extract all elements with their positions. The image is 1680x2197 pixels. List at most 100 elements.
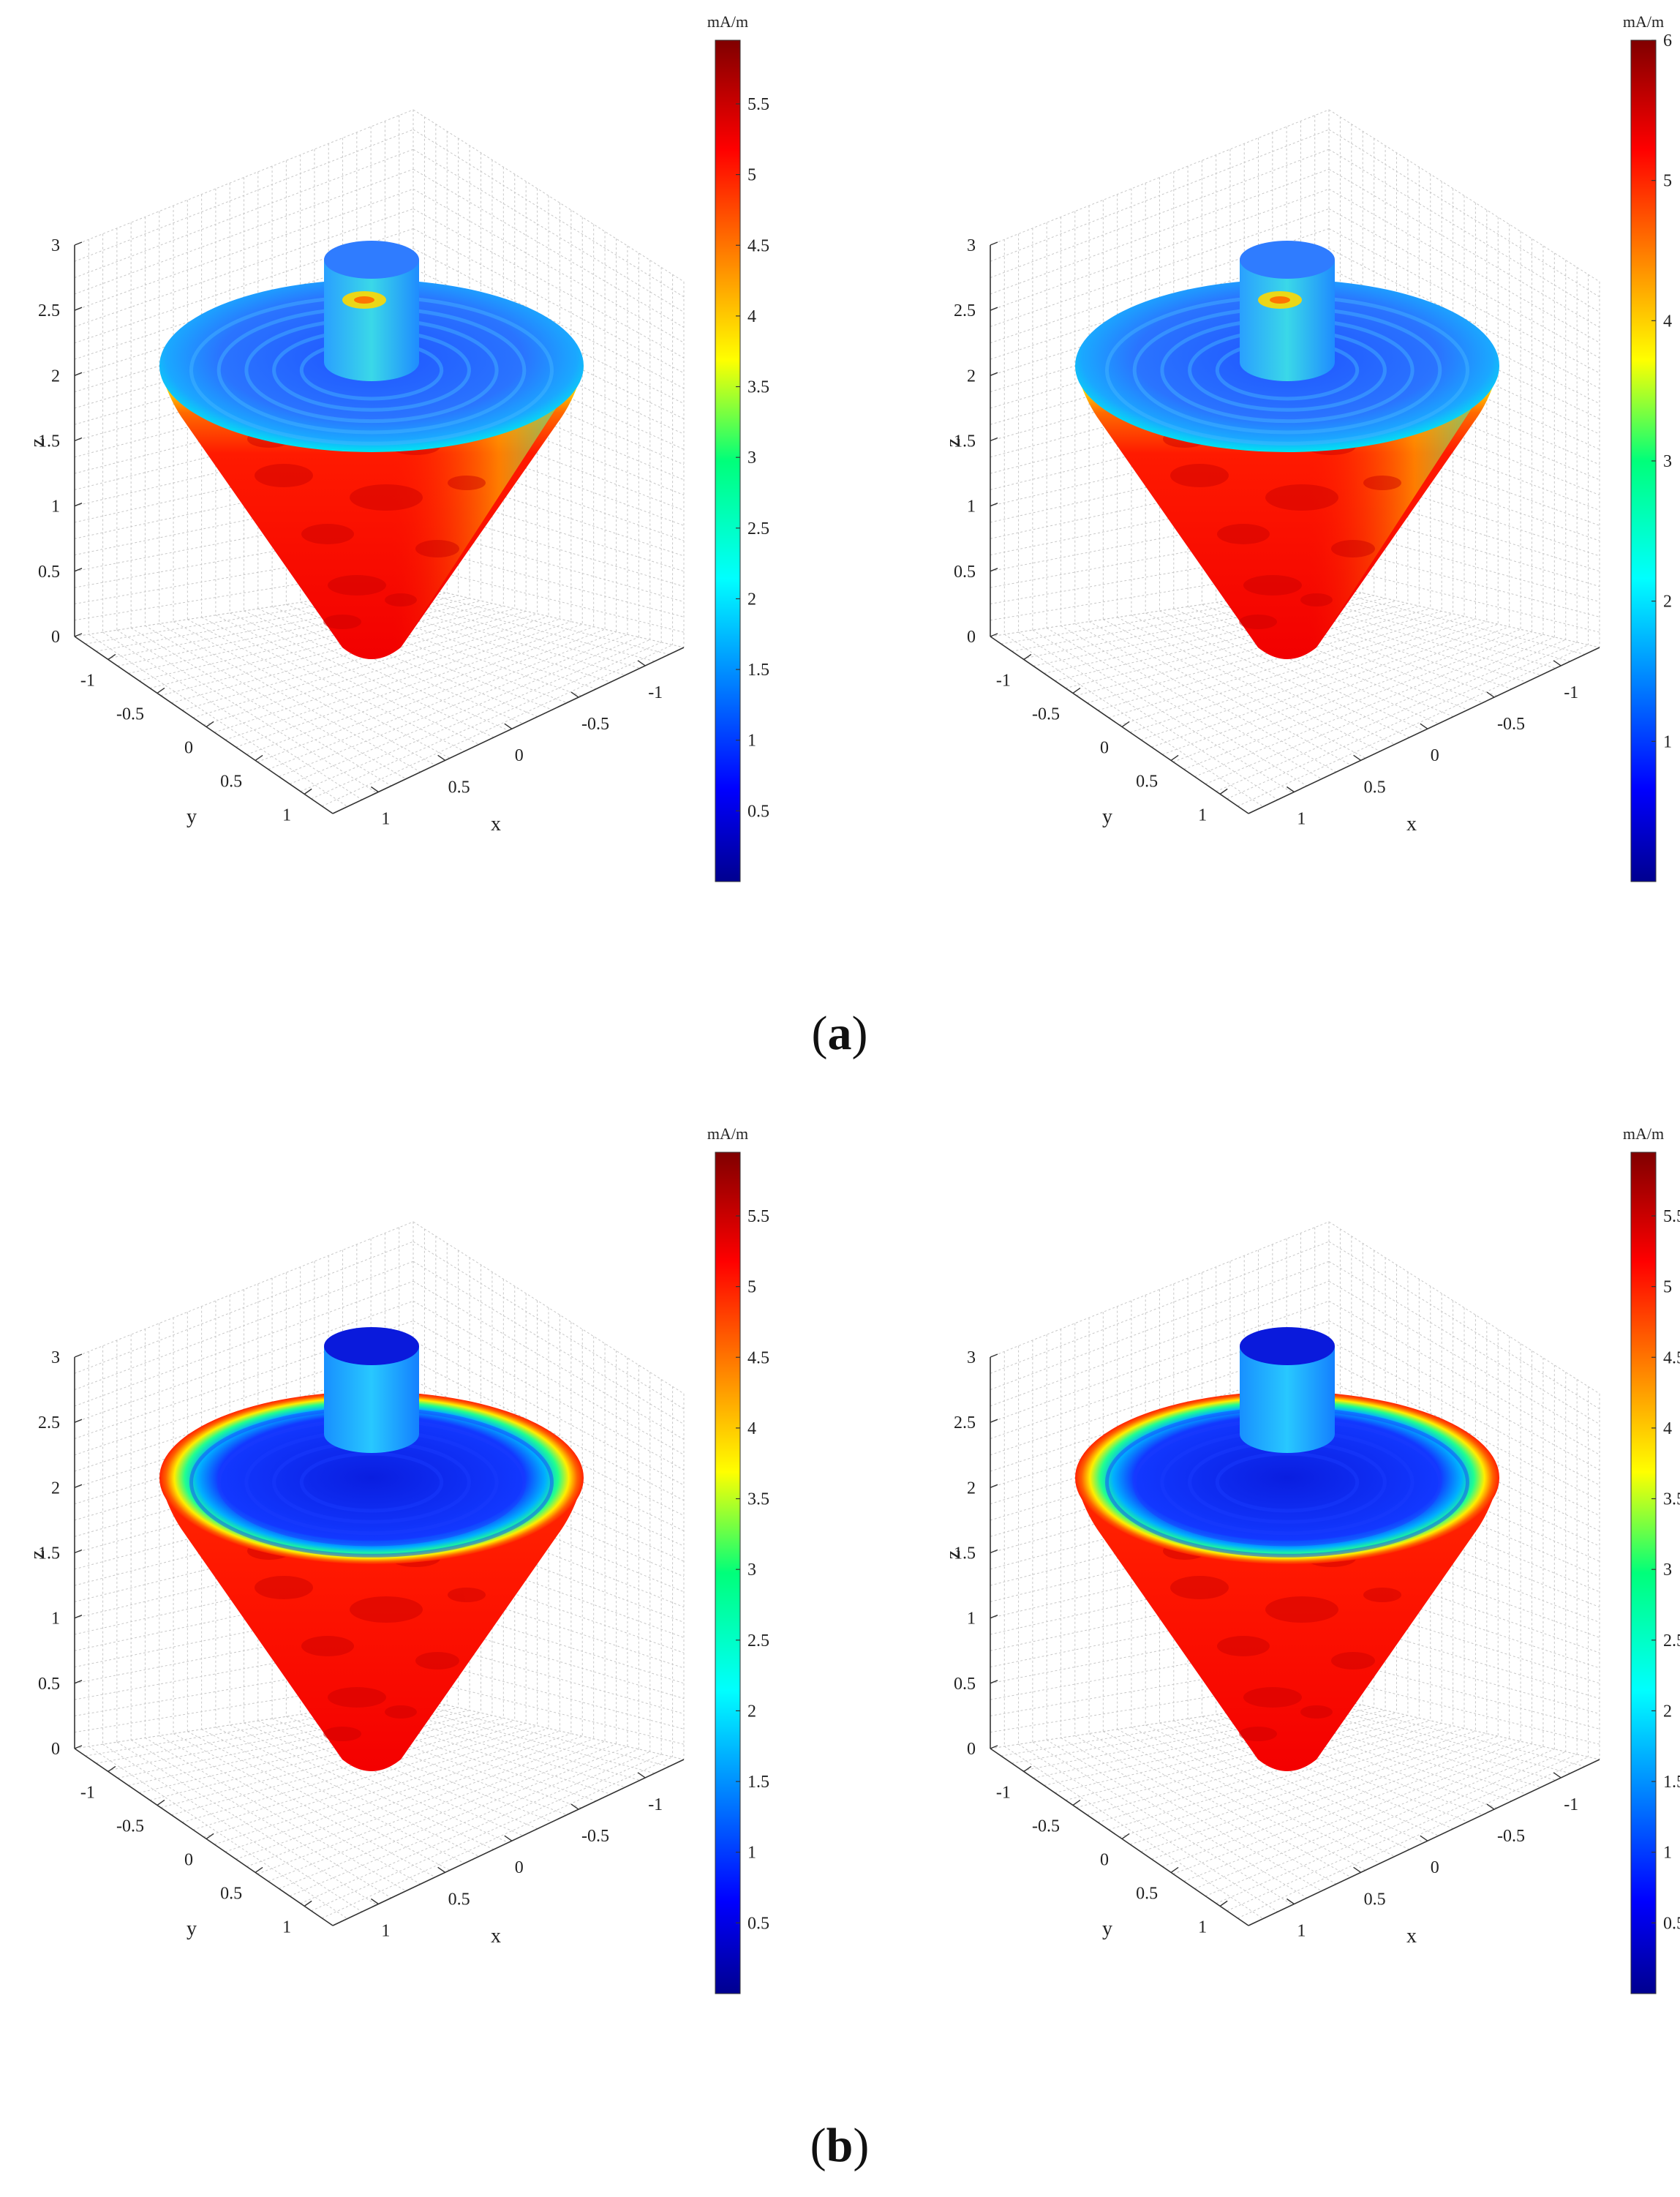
grid-line [990,446,1330,523]
grid-line [1328,188,1600,343]
grid-line [1272,1705,1542,1788]
y-tick [255,754,263,761]
panel-b-bottom-right: 0 0.5 1 1.5 2 2.5 3 -1 -0.5 0 0.5 1 1 0.5 0 -0.5 -1 z y x mA… [942,1124,1680,1994]
colorbar: mA/m 0.5 1 1.5 2 2.5 3 3.5 4 4.5 5 5.5 [707,1124,769,1994]
grid-line [201,1729,465,1864]
colorbar-tick-label: 4 [1663,1419,1672,1438]
grid-line [1216,639,1566,792]
cylinder-top [1240,241,1335,279]
y-tick-label: -1 [996,1783,1011,1802]
colorbar: mA/m 1 2 3 4 5 6 [1623,12,1672,882]
z-tick [74,372,83,376]
grid-line [74,486,414,556]
z-tick [74,241,83,246]
panel-label-b-close: ) [853,2119,870,2172]
y-tick-label: 0 [1100,738,1109,757]
z-tick-label: 0 [967,628,976,647]
y-axis-label: y [1102,805,1112,828]
grid-line [1103,1731,1366,1871]
z-tick-label: 0.5 [954,563,976,582]
grid-line [413,188,685,343]
y-axis-label: y [187,1918,197,1940]
colorbar-tick-label: 2.5 [747,1631,769,1650]
colorbar-tick-label: 1 [1663,1844,1672,1863]
colorbar-tick-label: 0.5 [1663,1914,1680,1933]
grid-line [990,188,1330,311]
grid-line [1272,593,1542,676]
grid-line [413,446,685,541]
z-tick [990,1615,998,1619]
grid-line [1205,636,1555,785]
colorbar-unit: mA/m [707,1124,748,1143]
grid-line [74,188,414,311]
grid-line [1229,1711,1498,1809]
grid-line [1032,629,1293,794]
colorbar-tick-label: 1 [747,1844,756,1863]
colorbar-gradient [715,1152,741,1994]
x-tick-label: -0.5 [581,1827,609,1846]
grid-line [1074,623,1337,773]
y-tick-label: 0.5 [220,1884,242,1903]
texture-spot [1243,575,1302,596]
y-tick [1170,754,1179,761]
grid-line [229,612,494,738]
x-tick-label: 0.5 [1364,778,1386,797]
axes-box [74,1353,685,1926]
grid-line [187,619,451,759]
grid-line [1328,1637,1600,1714]
grid-line [1194,1746,1544,1890]
colorbar-tick-label: 1.5 [1663,1773,1680,1792]
panel-label-b-letter: b [826,2119,854,2172]
grid-line [1328,545,1600,617]
colorbar-gradient [715,40,741,882]
grid-line [1328,565,1600,633]
grid-line [370,1703,641,1781]
grid-line [246,1738,594,1867]
y-tick [255,1866,263,1873]
grid-line [1018,631,1278,800]
texture-spot [1331,540,1375,557]
x-tick-label: 1 [381,809,390,828]
grid-line [1328,506,1600,587]
texture-spot [385,593,417,606]
y-tick [206,721,214,727]
x-tick-label: 0.5 [448,1890,470,1909]
grid-line [314,599,582,696]
texture-spot [1300,593,1333,606]
colorbar: mA/m 0.5 1 1.5 2 2.5 3 3.5 4 4.5 5 5.5 [707,12,769,882]
grid-line [1183,631,1532,770]
grid-line [1328,1558,1600,1653]
texture-spot [1217,524,1270,544]
x-tick [504,723,513,729]
texture-spot [448,1588,486,1602]
z-tick [990,1549,998,1554]
z-tick-label: 1 [51,497,60,517]
x-axis-line [1248,647,1600,814]
grid-line [268,631,617,770]
y-tick-label: -0.5 [116,705,144,724]
x-axis-label: x [1406,813,1417,835]
grid-line [300,601,568,704]
grid-line [1328,466,1600,557]
grid-line [1055,600,1397,681]
colorbar-tick-label: 2.5 [1663,1631,1680,1650]
y-axis-label: y [1102,1918,1112,1940]
x-tick [370,1898,379,1905]
grid-line [1012,590,1352,652]
y-tick [108,1765,116,1773]
grid-line [413,1578,685,1669]
texture-spot [1170,1576,1229,1599]
z-tick-label: 2 [51,367,60,386]
grid-line [1286,1703,1556,1781]
colorbar-tick-label: 1.5 [747,661,769,680]
z-tick-label: 3 [967,236,976,255]
top-disk [159,1392,584,1564]
colorbar-tick-label: 5 [1663,172,1672,191]
grid-line [116,629,377,794]
grid-line [413,1221,685,1394]
grid-line [1328,525,1600,602]
cylinder-side [1240,1346,1335,1453]
texture-spot [350,484,423,511]
grid-line [990,1558,1330,1635]
texture-spot [323,1727,361,1741]
